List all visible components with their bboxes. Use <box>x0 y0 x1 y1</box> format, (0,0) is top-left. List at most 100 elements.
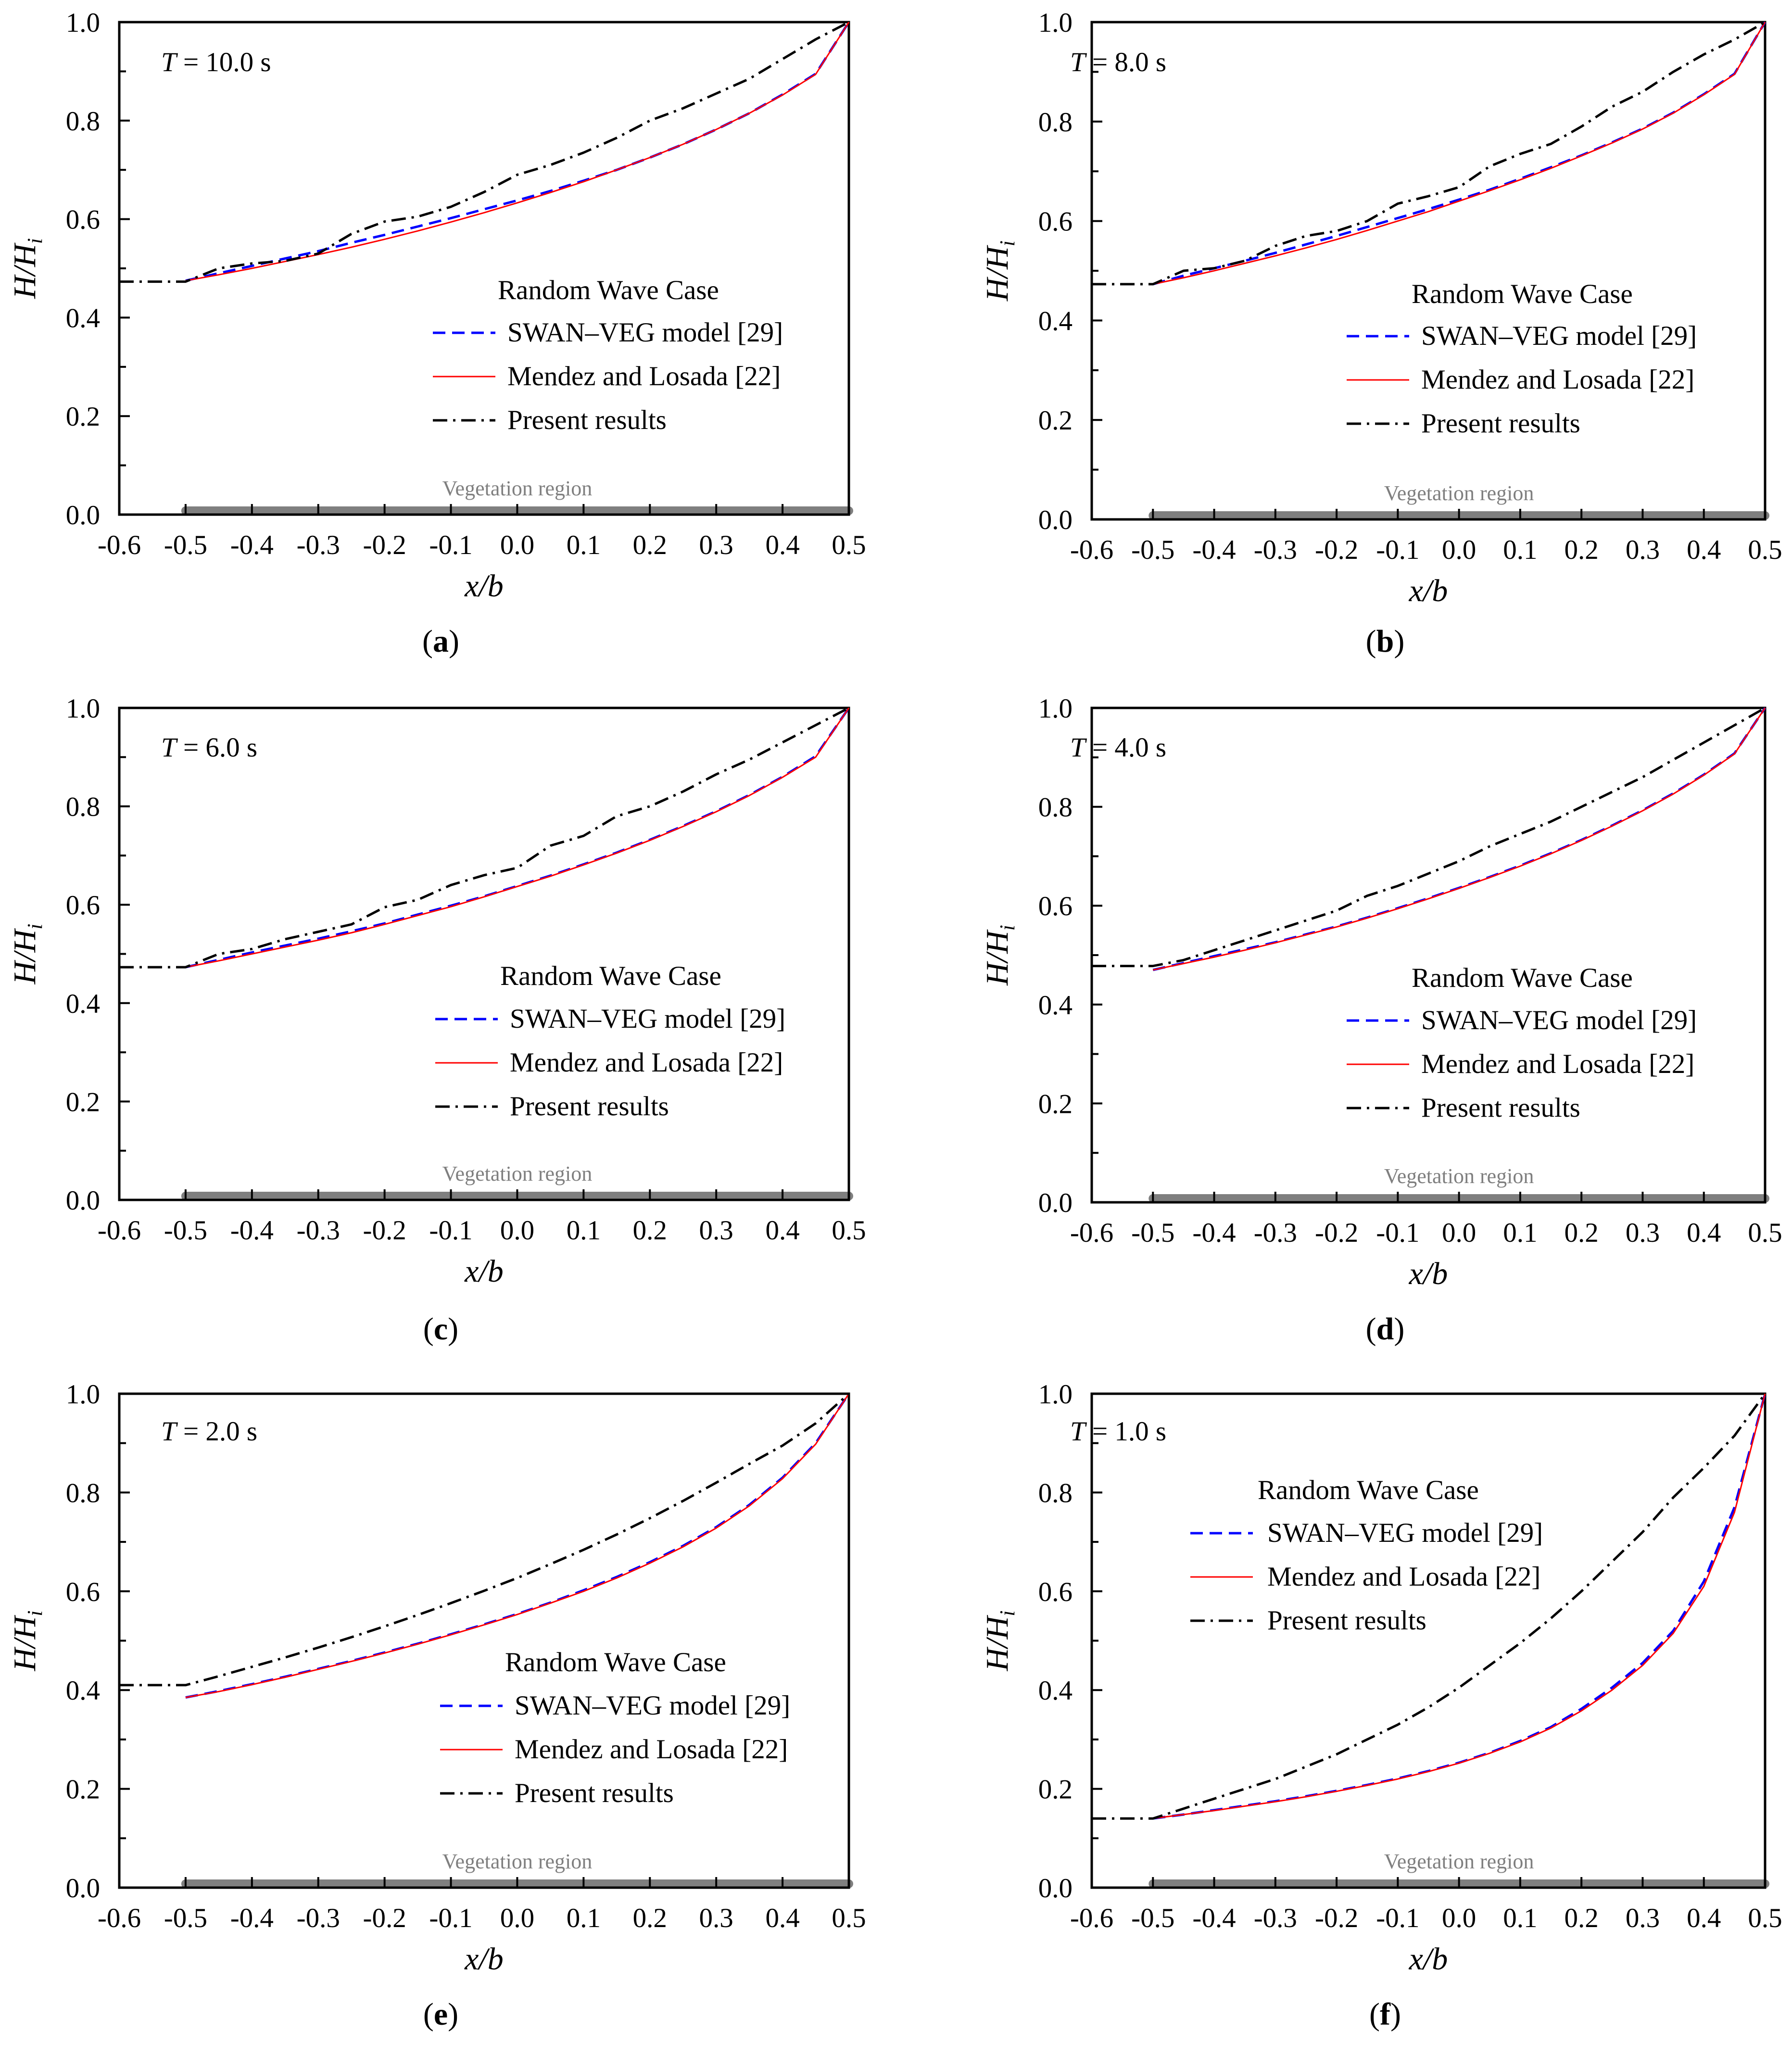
series-line-swan <box>185 1393 850 1699</box>
x-tick-label: -0.1 <box>1376 1903 1419 1933</box>
y-tick-label: 0.2 <box>66 402 100 432</box>
legend-entry: Mendez and Losada [22] <box>1421 365 1694 395</box>
x-tick-label: 0.5 <box>832 1215 866 1246</box>
panel-e: Vegetation region -0.6 -0.5 -0.4 -0.3 -0.2 -0.… <box>7 1379 866 2032</box>
series-line-swan <box>1152 21 1767 286</box>
x-tick-label: 0.4 <box>1687 1218 1721 1248</box>
x-tick-label: 0.4 <box>765 530 799 560</box>
panel-label: (c) <box>423 1311 458 1347</box>
x-tick-label: -0.6 <box>98 530 141 560</box>
x-tick-label: 0.3 <box>1626 1218 1660 1248</box>
x-tick-label: 0.5 <box>1748 1218 1782 1248</box>
x-tick-label: 0.2 <box>633 1215 667 1246</box>
series-line-mendez <box>1152 22 1766 285</box>
x-tick-label: -0.4 <box>230 530 274 560</box>
y-tick-label: 0.8 <box>66 1478 100 1508</box>
period-label: T = 1.0 s <box>1070 1416 1166 1447</box>
series-line-present <box>119 1393 850 1687</box>
legend-heading: Random Wave Case <box>500 961 721 991</box>
x-tick-label: 0.5 <box>832 1903 866 1933</box>
y-tick-label: 1.0 <box>1038 1379 1073 1410</box>
x-tick-label: -0.4 <box>1192 1218 1236 1248</box>
legend: Random Wave Case SWAN–VEG model [29] Mende… <box>433 275 783 435</box>
x-tick-label: 0.1 <box>567 1903 601 1933</box>
x-tick-label: 0.2 <box>1565 1903 1599 1933</box>
vegetation-label: Vegetation region <box>1384 1164 1534 1188</box>
series-line-mendez <box>185 707 850 968</box>
x-axis-title: x/b <box>1409 573 1448 608</box>
legend-heading: Random Wave Case <box>1258 1475 1479 1505</box>
x-tick-label: -0.1 <box>429 530 472 560</box>
y-axis-title: H/Hi <box>7 924 47 985</box>
series-line-mendez <box>1152 707 1766 971</box>
x-tick-label: -0.5 <box>1131 535 1174 565</box>
vegetation-label: Vegetation region <box>442 477 593 500</box>
series-line-swan <box>1152 1393 1767 1820</box>
x-tick-label: -0.1 <box>429 1215 472 1246</box>
y-axis-title: H/Hi <box>7 1611 47 1672</box>
x-tick-label: -0.6 <box>1070 1903 1113 1933</box>
panel-label: (b) <box>1366 624 1405 659</box>
legend: Random Wave Case SWAN–VEG model [29] Mende… <box>440 1647 790 1808</box>
legend-heading: Random Wave Case <box>498 275 719 305</box>
legend-entry: Present results <box>515 1778 674 1808</box>
x-tick-label: -0.5 <box>1131 1903 1174 1933</box>
y-tick-label: 0.2 <box>66 1087 100 1117</box>
legend: Random Wave Case SWAN–VEG model [29] Mende… <box>435 961 785 1122</box>
vegetation-label: Vegetation region <box>442 1162 593 1185</box>
x-axis-title: x/b <box>1409 1942 1448 1977</box>
y-tick-label: 0.2 <box>1038 405 1073 436</box>
legend-entry: SWAN–VEG model [29] <box>515 1690 790 1721</box>
x-axis-title: x/b <box>1409 1256 1448 1291</box>
series-line-mendez <box>1153 1393 1766 1819</box>
y-axis-title: H/Hi <box>980 240 1019 302</box>
x-tick-label: -0.1 <box>1376 1218 1419 1248</box>
x-tick-label: -0.2 <box>363 1215 406 1246</box>
y-tick-label: 0.0 <box>1038 505 1073 535</box>
series-line-present <box>1092 706 1766 968</box>
series-line-mendez <box>185 1393 850 1699</box>
x-tick-label: -0.2 <box>1315 1903 1358 1933</box>
legend-heading: Random Wave Case <box>1412 963 1633 993</box>
y-tick-label: 0.0 <box>1038 1188 1073 1218</box>
panel-label: (f) <box>1369 1997 1401 2032</box>
vegetation-label: Vegetation region <box>1384 1850 1534 1873</box>
y-tick-label: 0.6 <box>1038 207 1073 237</box>
legend: Random Wave Case SWAN–VEG model [29] Mende… <box>1347 963 1697 1123</box>
legend-entry: SWAN–VEG model [29] <box>1421 1005 1697 1035</box>
x-tick-label: -0.1 <box>429 1903 472 1933</box>
y-tick-label: 0.6 <box>66 205 100 235</box>
plot-frame <box>118 706 850 1201</box>
legend-entry: SWAN–VEG model [29] <box>1267 1518 1543 1548</box>
x-tick-label: -0.2 <box>363 1903 406 1933</box>
y-tick-label: 1.0 <box>66 1379 100 1410</box>
panel-f: Vegetation region -0.6 -0.5 -0.4 -0.3 -0.2 -0.… <box>980 1379 1782 2032</box>
y-tick-label: 0.8 <box>1038 107 1073 138</box>
y-tick-label: 1.0 <box>1038 8 1073 38</box>
x-tick-label: 0.4 <box>1687 1903 1721 1933</box>
y-tick-label: 0.4 <box>1038 1676 1073 1706</box>
x-tick-label: -0.4 <box>1192 535 1236 565</box>
x-tick-label: 0.0 <box>1442 1218 1476 1248</box>
x-tick-label: -0.1 <box>1376 535 1419 565</box>
x-tick-label: 0.4 <box>765 1903 799 1933</box>
legend-entry: Mendez and Losada [22] <box>510 1047 783 1078</box>
y-tick-label: 1.0 <box>66 8 100 38</box>
panel-a: Vegetation region -0.6 -0.5 -0.4 -0.3 -0.2 -0.… <box>7 8 866 659</box>
x-tick-label: -0.3 <box>297 1903 340 1933</box>
plot-frame <box>1090 706 1767 1204</box>
x-tick-label: -0.2 <box>1315 535 1358 565</box>
period-label: T = 4.0 s <box>1070 732 1166 763</box>
x-tick-label: 0.5 <box>832 530 866 560</box>
y-tick-label: 0.4 <box>1038 306 1073 336</box>
x-tick-label: 0.3 <box>1626 1903 1660 1933</box>
legend-entry: Mendez and Losada [22] <box>1421 1049 1694 1079</box>
panel-c: Vegetation region -0.6 -0.5 -0.4 -0.3 -0.2 -0.… <box>7 693 866 1347</box>
x-tick-label: -0.4 <box>1192 1903 1236 1933</box>
y-tick-label: 0.0 <box>66 1873 100 1904</box>
y-tick-label: 0.4 <box>66 989 100 1019</box>
x-tick-label: 0.3 <box>699 1903 733 1933</box>
series-line-swan <box>1152 707 1767 971</box>
x-tick-label: 0.1 <box>567 1215 601 1246</box>
